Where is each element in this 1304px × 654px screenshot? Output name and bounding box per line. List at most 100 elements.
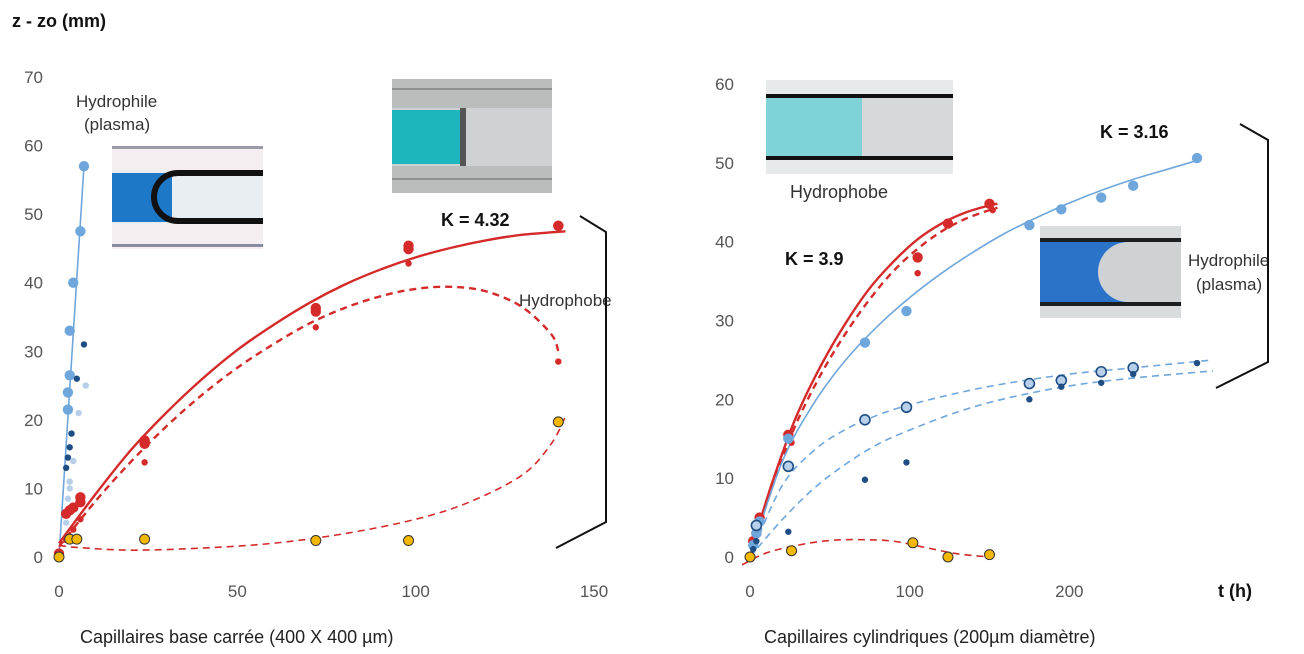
data-point (1098, 379, 1105, 386)
data-point (859, 414, 871, 426)
data-point (68, 502, 79, 513)
capillary-photo-cyan-right (766, 80, 953, 174)
data-point (64, 325, 75, 336)
data-point (1127, 180, 1139, 191)
fit-curve-0 (58, 166, 85, 558)
fit-curve-3 (58, 230, 566, 545)
plot-area-left: 0 10 20 30 40 50 60 70 0 50 100 150 (24, 68, 608, 601)
data-point (82, 382, 89, 389)
data-point (914, 270, 921, 277)
data-point (77, 516, 84, 523)
x-tick-label: 0 (54, 582, 63, 601)
data-point (1096, 192, 1107, 203)
data-point (312, 324, 319, 331)
fit-curve-3 (749, 359, 1214, 558)
data-point (310, 535, 322, 547)
data-point (783, 433, 794, 444)
data-point (62, 387, 74, 398)
y-tick-label: 70 (24, 68, 43, 87)
x-axis-title: t (h) (1218, 581, 1252, 601)
data-point (68, 430, 75, 437)
data-point (75, 492, 86, 503)
y-tick-label: 0 (34, 548, 43, 567)
fit-curve-5 (741, 538, 990, 566)
capillary-photo-blue-left (112, 146, 263, 249)
fit-curve-2 (749, 159, 1198, 558)
label-hydrophobe-right: Hydrophobe (790, 182, 888, 202)
y-tick-label: 50 (715, 154, 734, 173)
data-point (70, 457, 77, 465)
y-tick-label: 40 (24, 274, 43, 293)
data-point (1056, 204, 1067, 215)
x-tick-label: 200 (1055, 582, 1083, 601)
data-point (64, 370, 75, 381)
fit-curve-1 (748, 206, 998, 558)
data-point (753, 538, 760, 545)
data-point (984, 198, 995, 210)
data-point (64, 495, 72, 502)
data-point (903, 459, 910, 466)
data-point (859, 337, 871, 348)
y-tick-label: 30 (24, 342, 43, 361)
data-point (1191, 152, 1203, 164)
data-point (53, 551, 65, 563)
x-tick-label: 100 (401, 582, 429, 601)
data-point (942, 551, 954, 563)
data-point (553, 220, 564, 231)
data-point (744, 551, 756, 563)
y-tick-label: 20 (24, 411, 43, 430)
fit-curve-0 (748, 202, 998, 558)
label-hydrophile-line1: Hydrophile (76, 92, 157, 111)
capillary-photo-cyan-left (392, 79, 552, 193)
data-point (73, 375, 81, 382)
y-tick-label: 20 (715, 390, 734, 409)
data-point (785, 528, 792, 535)
fit-curve-4 (58, 285, 560, 548)
label-hydrophobe: Hydrophobe (519, 291, 612, 310)
data-point (750, 519, 763, 532)
x-tick-label: 50 (228, 582, 247, 601)
data-point (751, 528, 762, 539)
chart-cylindrical-capillaries: 0 10 20 30 40 50 60 0 100 200 Hydrophobe Hydrophi… (715, 75, 1269, 647)
y-tick-label: 10 (715, 469, 734, 488)
y-tick-label: 40 (715, 233, 734, 252)
data-point (782, 460, 795, 473)
label-hydrophile-right-line1: Hydrophile (1188, 251, 1269, 270)
bracket-left (555, 215, 607, 549)
data-point (749, 545, 757, 553)
caption-left: Capillaires base carrée (400 X 400 µm) (80, 627, 394, 647)
data-point (405, 260, 412, 267)
y-tick-label: 50 (24, 205, 43, 224)
data-point (912, 252, 923, 263)
data-point (552, 416, 564, 428)
data-point (310, 302, 321, 314)
y-axis-title: z - zo (mm) (12, 11, 106, 31)
data-point (66, 485, 73, 492)
data-point (786, 545, 798, 557)
label-k-red: K = 3.9 (785, 249, 844, 269)
y-tick-label: 30 (715, 312, 734, 331)
data-point (861, 476, 869, 483)
label-k-blue: K = 3.16 (1100, 122, 1169, 142)
label-k-value: K = 4.32 (441, 210, 510, 230)
data-point (68, 277, 79, 288)
data-point (900, 401, 913, 414)
data-point (1058, 383, 1065, 390)
chart-square-capillaries: 0 10 20 30 40 50 60 70 0 50 100 150 Hydrophile (pla… (24, 68, 612, 647)
data-point (403, 240, 414, 251)
data-point (139, 533, 151, 545)
data-point (555, 358, 562, 365)
x-tick-label: 150 (580, 582, 608, 601)
data-point (70, 526, 77, 533)
fit-curve-4 (749, 370, 1214, 558)
x-tick-label: 100 (895, 582, 923, 601)
y-tick-label: 10 (24, 479, 43, 498)
data-point (1024, 219, 1035, 231)
data-point (989, 206, 996, 214)
data-point (80, 341, 88, 348)
data-point (71, 533, 83, 545)
data-point (141, 459, 148, 466)
data-point (64, 454, 72, 461)
x-tick-label: 0 (745, 582, 754, 601)
data-point (75, 226, 86, 237)
